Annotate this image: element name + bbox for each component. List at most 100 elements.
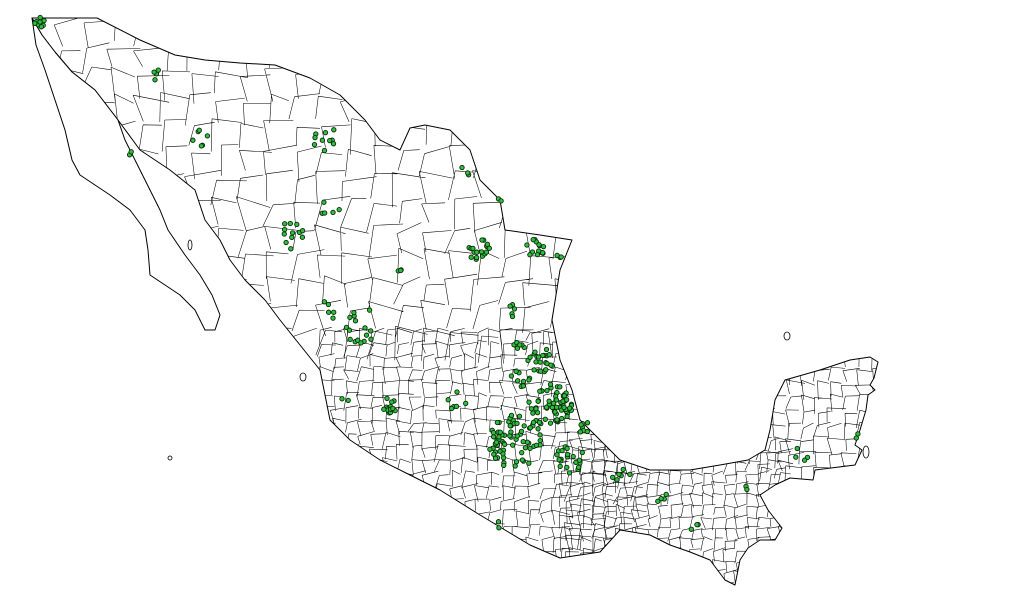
site-point	[492, 455, 499, 461]
site-point	[537, 388, 543, 394]
site-point	[453, 403, 460, 410]
island-cozumel	[862, 445, 870, 459]
site-point	[554, 452, 560, 458]
site-point	[347, 314, 353, 321]
site-point	[152, 77, 158, 83]
site-point	[311, 141, 318, 148]
site-point	[578, 422, 584, 428]
site-point	[547, 381, 554, 388]
site-point	[519, 457, 526, 463]
site-point	[614, 477, 620, 483]
site-point	[546, 398, 552, 404]
site-point	[556, 457, 562, 463]
site-point	[524, 242, 530, 248]
municipal-point-sites	[32, 14, 861, 532]
site-point	[494, 419, 501, 426]
site-point	[688, 526, 694, 532]
site-point	[548, 362, 554, 368]
site-point	[521, 423, 527, 429]
site-point	[564, 413, 570, 420]
site-point	[527, 354, 533, 360]
site-point	[514, 420, 520, 427]
site-point	[454, 389, 460, 395]
site-point	[507, 423, 513, 429]
site-point	[289, 230, 296, 236]
site-point	[536, 242, 542, 248]
site-point	[553, 397, 560, 403]
site-point	[283, 239, 289, 246]
site-point	[513, 459, 520, 465]
site-point	[558, 254, 564, 260]
site-point	[564, 451, 571, 458]
site-point	[448, 405, 455, 412]
site-point	[281, 231, 287, 237]
site-point	[478, 249, 485, 255]
site-point	[526, 399, 532, 405]
site-point	[327, 137, 333, 144]
site-point	[564, 464, 570, 471]
site-point	[537, 437, 543, 444]
site-point	[381, 406, 387, 412]
site-point	[398, 267, 404, 274]
site-point	[559, 415, 565, 422]
site-point	[620, 466, 626, 473]
site-point	[530, 419, 537, 426]
site-point	[294, 221, 300, 228]
site-point	[540, 243, 547, 250]
site-point	[546, 352, 552, 358]
site-point	[542, 416, 548, 422]
site-point	[390, 405, 396, 412]
site-point	[554, 417, 560, 423]
site-point	[533, 406, 539, 412]
site-point	[547, 420, 554, 426]
site-point	[500, 451, 506, 457]
site-point	[331, 309, 337, 315]
site-point	[537, 359, 543, 365]
site-point	[299, 234, 306, 240]
island-gulf-california	[187, 239, 193, 251]
site-point	[566, 470, 573, 476]
site-point	[281, 226, 288, 233]
site-point	[549, 404, 555, 411]
site-point	[363, 332, 370, 338]
site-point	[557, 463, 563, 470]
site-point	[330, 315, 336, 321]
site-point	[490, 429, 497, 436]
site-point	[793, 454, 799, 460]
site-point	[519, 449, 525, 456]
site-point	[561, 404, 567, 411]
site-point	[511, 306, 518, 312]
site-point	[515, 378, 521, 384]
site-point	[584, 420, 591, 426]
site-point	[497, 429, 503, 435]
site-point	[801, 457, 808, 463]
site-point	[445, 397, 451, 403]
site-point	[508, 373, 515, 379]
site-point	[513, 368, 519, 375]
site-point	[533, 442, 540, 448]
site-point	[520, 383, 526, 389]
site-point	[331, 127, 337, 133]
site-point	[528, 406, 535, 412]
site-point	[535, 354, 542, 360]
site-point	[579, 449, 585, 456]
site-point	[526, 460, 532, 466]
site-point	[468, 254, 474, 260]
site-point	[322, 129, 329, 136]
site-point	[794, 445, 800, 452]
site-point	[289, 234, 295, 241]
site-point	[534, 251, 541, 258]
site-point	[527, 425, 533, 431]
site-point	[658, 495, 664, 502]
site-point	[520, 438, 526, 445]
site-point	[463, 400, 469, 407]
site-point	[535, 398, 541, 404]
site-point	[516, 413, 523, 419]
site-point	[204, 133, 211, 139]
site-point	[493, 439, 500, 445]
site-point	[535, 426, 541, 432]
site-point	[384, 395, 390, 402]
baja-peninsula-landmass	[31, 17, 221, 331]
site-point	[345, 397, 351, 404]
site-point	[459, 164, 465, 171]
